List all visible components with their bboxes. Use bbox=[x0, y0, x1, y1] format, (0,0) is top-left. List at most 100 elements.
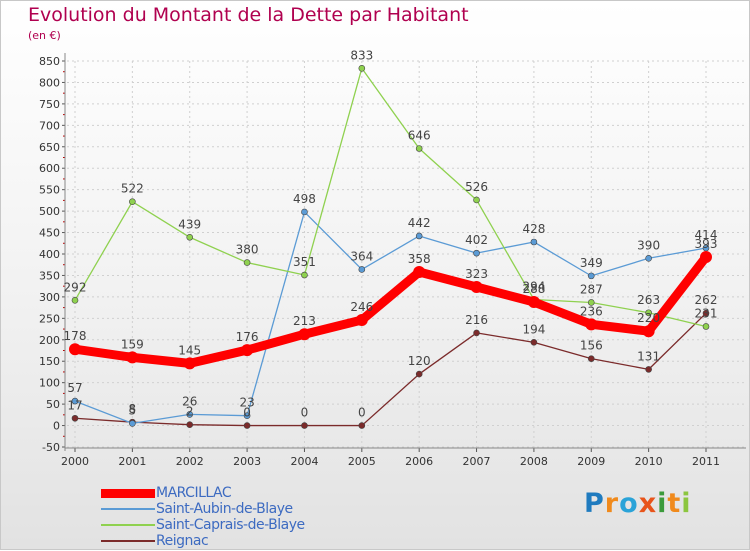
data-point bbox=[473, 196, 480, 204]
y-tick-label: 450 bbox=[39, 227, 60, 240]
data-point bbox=[415, 370, 423, 378]
data-label: 220 bbox=[637, 311, 660, 325]
data-point bbox=[243, 412, 251, 419]
data-point bbox=[298, 328, 311, 341]
y-tick-label: 400 bbox=[39, 248, 60, 261]
data-label: 364 bbox=[350, 249, 373, 263]
data-label: 390 bbox=[637, 238, 660, 252]
data-label: 833 bbox=[350, 48, 373, 62]
x-tick-label: 2001 bbox=[118, 455, 146, 468]
data-point bbox=[186, 421, 194, 428]
data-label: 145 bbox=[178, 343, 201, 357]
x-tick-label: 2009 bbox=[577, 455, 605, 468]
data-label: 414 bbox=[695, 228, 718, 242]
data-label: 442 bbox=[408, 216, 431, 230]
data-label: 349 bbox=[580, 256, 603, 270]
data-label: 292 bbox=[64, 280, 87, 294]
data-label: 0 bbox=[301, 406, 309, 420]
series-line bbox=[74, 312, 707, 427]
data-point bbox=[473, 249, 480, 257]
series-line bbox=[74, 67, 707, 328]
data-point bbox=[587, 355, 595, 362]
y-tick-label: 650 bbox=[39, 141, 60, 154]
x-tick-label: 2010 bbox=[635, 455, 663, 468]
data-label: 358 bbox=[408, 252, 431, 266]
data-label: 213 bbox=[293, 314, 316, 328]
y-tick-label: 750 bbox=[39, 98, 60, 111]
x-tick-label: 2005 bbox=[348, 455, 376, 468]
data-point bbox=[183, 357, 196, 370]
data-label: 428 bbox=[522, 222, 545, 236]
y-tick-label: 0 bbox=[53, 420, 60, 433]
legend-label: Saint-Caprais-de-Blaye bbox=[156, 517, 305, 533]
data-label: 0 bbox=[243, 406, 251, 420]
chart-title: Evolution du Montant de la Dette par Hab… bbox=[28, 4, 469, 26]
data-point bbox=[241, 344, 254, 357]
data-label: 323 bbox=[465, 267, 488, 281]
x-tick-label: 2008 bbox=[520, 455, 548, 468]
y-tick-label: 700 bbox=[39, 119, 60, 132]
legend-label: Reignac bbox=[156, 533, 209, 549]
legend-swatch-marcillac bbox=[101, 489, 155, 498]
data-point bbox=[358, 422, 366, 429]
data-label: 159 bbox=[121, 337, 144, 351]
data-point bbox=[702, 244, 710, 252]
y-tick-label: 150 bbox=[39, 355, 60, 368]
data-point bbox=[71, 297, 79, 304]
data-label: 288 bbox=[522, 282, 545, 296]
data-label: 0 bbox=[358, 406, 366, 420]
data-label: 380 bbox=[236, 243, 259, 257]
data-label: 5 bbox=[129, 403, 137, 417]
data-label: 176 bbox=[236, 330, 259, 344]
data-point bbox=[645, 309, 652, 317]
y-tick-label: 200 bbox=[39, 334, 60, 347]
data-label: 263 bbox=[637, 293, 660, 307]
y-tick-label: -50 bbox=[42, 441, 60, 454]
data-point bbox=[527, 296, 540, 309]
series-line bbox=[70, 252, 711, 368]
data-label: 351 bbox=[293, 255, 316, 269]
data-point bbox=[243, 422, 251, 429]
data-label: 236 bbox=[580, 304, 603, 318]
y-tick-label: 100 bbox=[39, 377, 60, 390]
data-label: 231 bbox=[695, 306, 718, 320]
y-tick-label: 600 bbox=[39, 162, 60, 175]
logo-letter: i bbox=[681, 488, 692, 519]
data-label: 23 bbox=[239, 396, 254, 410]
logo-letter: P bbox=[584, 488, 605, 519]
data-label: 522 bbox=[121, 182, 144, 196]
data-label: 402 bbox=[465, 233, 488, 247]
data-point bbox=[415, 145, 423, 152]
data-label: 498 bbox=[293, 192, 316, 206]
data-point bbox=[700, 251, 712, 264]
logo-letter: o bbox=[619, 488, 639, 519]
x-tick-label: 2000 bbox=[61, 455, 89, 468]
data-point bbox=[301, 422, 308, 429]
data-point bbox=[358, 266, 366, 273]
data-label: 156 bbox=[580, 339, 603, 353]
data-label: 17 bbox=[67, 398, 82, 412]
data-point bbox=[642, 325, 655, 338]
y-tick-label: 800 bbox=[39, 76, 60, 89]
y-tick-label: 550 bbox=[39, 184, 60, 197]
data-point bbox=[243, 259, 251, 266]
data-point bbox=[530, 238, 538, 246]
chart-subtitle: (en €) bbox=[28, 29, 61, 42]
data-point bbox=[301, 271, 308, 279]
x-tick-label: 2002 bbox=[176, 455, 204, 468]
logo-letter: i bbox=[657, 488, 668, 519]
data-point bbox=[415, 232, 423, 240]
x-tick-label: 2011 bbox=[692, 455, 720, 468]
data-label: 120 bbox=[408, 354, 431, 368]
data-label: 526 bbox=[465, 180, 488, 194]
data-point bbox=[71, 414, 79, 422]
legend-swatch-reignac bbox=[101, 540, 155, 542]
data-point bbox=[129, 420, 136, 427]
data-label: 262 bbox=[695, 293, 718, 307]
data-label: 57 bbox=[67, 381, 82, 395]
data-point bbox=[530, 339, 538, 346]
data-point bbox=[587, 272, 595, 280]
data-point bbox=[413, 266, 426, 279]
